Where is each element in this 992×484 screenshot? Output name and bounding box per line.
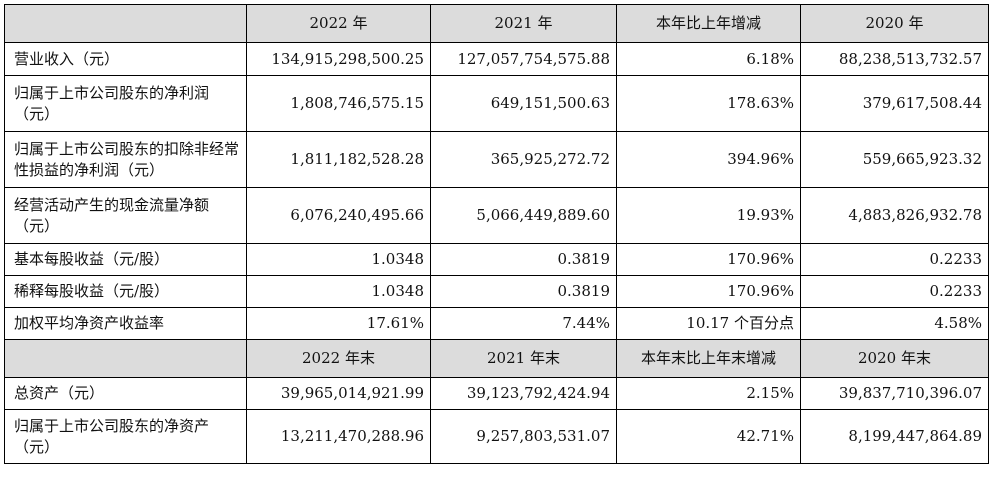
row-label: 基本每股收益（元/股） [4, 243, 247, 276]
value-change: 6.18% [616, 42, 801, 76]
header-row-year-end: 2022 年末 2021 年末 本年末比上年末增减 2020 年末 [4, 339, 989, 378]
header-change: 本年比上年增减 [616, 4, 801, 43]
table-row: 加权平均净资产收益率 17.61% 7.44% 10.17 个百分点 4.58% [4, 307, 989, 340]
financial-summary-table: 2022 年 2021 年 本年比上年增减 2020 年 营业收入（元） 134… [4, 4, 989, 464]
table-row: 归属于上市公司股东的净利润（元） 1,808,746,575.15 649,15… [4, 75, 989, 132]
header-2022-end: 2022 年末 [246, 339, 431, 378]
value-2020: 8,199,447,864.89 [800, 409, 989, 464]
header-blank [4, 339, 247, 378]
value-2020: 4.58% [800, 307, 989, 340]
value-change: 42.71% [616, 409, 801, 464]
value-2022: 1.0348 [246, 275, 431, 308]
value-2020: 559,665,923.32 [800, 131, 989, 188]
row-label: 营业收入（元） [4, 42, 247, 76]
table-row: 总资产（元） 39,965,014,921.99 39,123,792,424.… [4, 377, 989, 410]
header-2020: 2020 年 [800, 4, 989, 43]
table-row: 归属于上市公司股东的扣除非经常性损益的净利润（元） 1,811,182,528.… [4, 131, 989, 188]
value-change: 2.15% [616, 377, 801, 410]
value-2020: 4,883,826,932.78 [800, 187, 989, 244]
value-2021: 0.3819 [430, 275, 617, 308]
value-2020: 0.2233 [800, 275, 989, 308]
row-label: 归属于上市公司股东的净资产（元） [4, 409, 247, 464]
value-2021: 127,057,754,575.88 [430, 42, 617, 76]
value-change: 178.63% [616, 75, 801, 132]
value-2021: 365,925,272.72 [430, 131, 617, 188]
row-label: 归属于上市公司股东的净利润（元） [4, 75, 247, 132]
row-label: 稀释每股收益（元/股） [4, 275, 247, 308]
value-2022: 134,915,298,500.25 [246, 42, 431, 76]
value-2022: 6,076,240,495.66 [246, 187, 431, 244]
table-row: 经营活动产生的现金流量净额（元） 6,076,240,495.66 5,066,… [4, 187, 989, 244]
value-change: 170.96% [616, 275, 801, 308]
value-2021: 7.44% [430, 307, 617, 340]
value-change: 19.93% [616, 187, 801, 244]
value-change: 394.96% [616, 131, 801, 188]
value-2022: 1,808,746,575.15 [246, 75, 431, 132]
value-2021: 9,257,803,531.07 [430, 409, 617, 464]
value-2021: 649,151,500.63 [430, 75, 617, 132]
value-2022: 39,965,014,921.99 [246, 377, 431, 410]
header-2021-end: 2021 年末 [430, 339, 617, 378]
header-2022: 2022 年 [246, 4, 431, 43]
value-2021: 5,066,449,889.60 [430, 187, 617, 244]
row-label: 经营活动产生的现金流量净额（元） [4, 187, 247, 244]
value-2022: 17.61% [246, 307, 431, 340]
header-blank [4, 4, 247, 43]
header-change-end: 本年末比上年末增减 [616, 339, 801, 378]
row-label: 加权平均净资产收益率 [4, 307, 247, 340]
table-row: 归属于上市公司股东的净资产（元） 13,211,470,288.96 9,257… [4, 409, 989, 464]
value-2022: 1,811,182,528.28 [246, 131, 431, 188]
value-2021: 39,123,792,424.94 [430, 377, 617, 410]
header-row-annual: 2022 年 2021 年 本年比上年增减 2020 年 [4, 4, 989, 43]
row-label: 归属于上市公司股东的扣除非经常性损益的净利润（元） [4, 131, 247, 188]
value-2020: 88,238,513,732.57 [800, 42, 989, 76]
value-change: 10.17 个百分点 [616, 307, 801, 340]
value-2020: 0.2233 [800, 243, 989, 276]
value-2020: 379,617,508.44 [800, 75, 989, 132]
header-2021: 2021 年 [430, 4, 617, 43]
value-2020: 39,837,710,396.07 [800, 377, 989, 410]
table-row: 营业收入（元） 134,915,298,500.25 127,057,754,5… [4, 42, 989, 76]
table-row: 基本每股收益（元/股） 1.0348 0.3819 170.96% 0.2233 [4, 243, 989, 276]
value-change: 170.96% [616, 243, 801, 276]
value-2022: 13,211,470,288.96 [246, 409, 431, 464]
row-label: 总资产（元） [4, 377, 247, 410]
table-row: 稀释每股收益（元/股） 1.0348 0.3819 170.96% 0.2233 [4, 275, 989, 308]
header-2020-end: 2020 年末 [800, 339, 989, 378]
value-2021: 0.3819 [430, 243, 617, 276]
value-2022: 1.0348 [246, 243, 431, 276]
